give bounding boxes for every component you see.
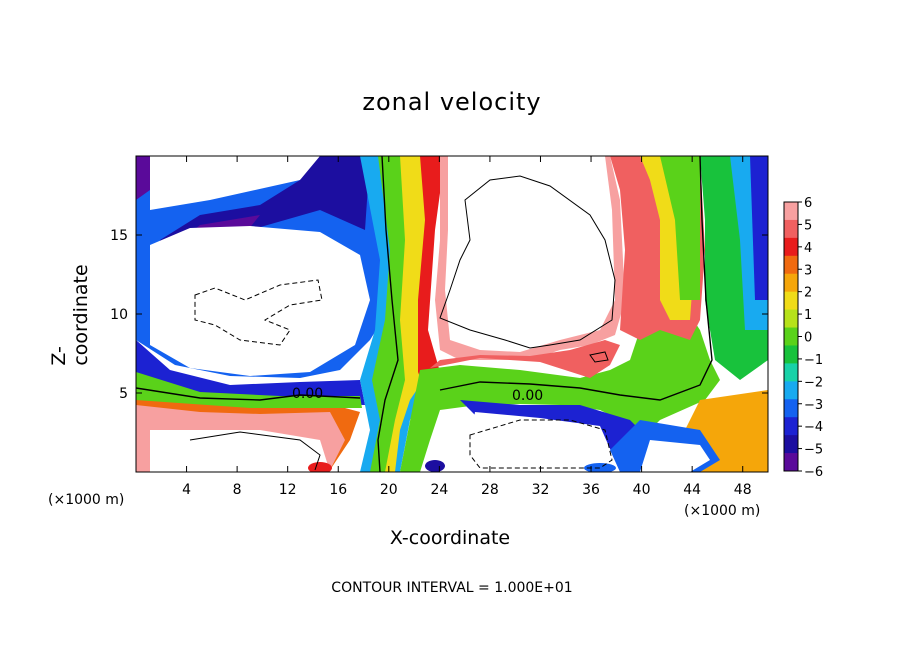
colorbar-swatch: [784, 453, 798, 472]
colorbar-swatch: [784, 237, 798, 257]
colorbar-swatch: [784, 327, 798, 346]
colorbar-tick-label: −3: [804, 398, 823, 413]
x-unit-label-left: (×1000 m): [48, 492, 125, 508]
x-tick-label: 44: [683, 482, 701, 498]
x-tick-label: 24: [430, 482, 448, 498]
colorbar-tick-label: −5: [804, 443, 823, 458]
colorbar-swatch: [784, 435, 798, 454]
y-axis: 5 10 15: [110, 228, 768, 402]
y-tick-label: 10: [110, 307, 128, 323]
colorbar-tick-label: −1: [804, 353, 823, 368]
contour-label-1: 0.00: [292, 386, 323, 402]
x-unit-label-right: (×1000 m): [684, 503, 761, 519]
colorbar-tick-label: 5: [804, 218, 812, 233]
chart-title: zonal velocity: [362, 88, 542, 116]
contour-lines: [136, 156, 713, 472]
colorbar-swatch: [784, 255, 798, 275]
colorbar-tick-label: 0: [804, 331, 812, 346]
colorbar-swatch: [784, 363, 798, 382]
colorbar-swatch: [784, 381, 798, 400]
x-tick-label: 20: [380, 482, 398, 498]
x-tick-label: 32: [532, 482, 550, 498]
x-axis: 4 8 12 16 20 24 28 32 36 40 44 48: [182, 156, 752, 498]
heatmap-field: [136, 156, 768, 472]
y-tick-label: 5: [119, 386, 128, 402]
colorbar-swatch: [784, 202, 798, 221]
colorbar-tick-label: −4: [804, 420, 823, 435]
x-axis-label: X-coordinate: [389, 527, 511, 549]
colorbar-tick-label: −6: [804, 465, 823, 480]
colorbar-swatch: [784, 219, 798, 239]
colorbar-swatch: [784, 417, 798, 436]
x-tick-label: 48: [734, 482, 752, 498]
colorbar-swatch: [784, 345, 798, 364]
contour-interval-note: CONTOUR INTERVAL = 1.000E+01: [331, 580, 573, 596]
colorbar-tick-label: 4: [804, 241, 812, 256]
colorbar-tick-label: 3: [804, 263, 812, 278]
colorbar-swatch: [784, 273, 798, 293]
x-tick-label: 16: [329, 482, 347, 498]
colorbar-tick-label: 6: [804, 196, 812, 211]
colorbar-tick-label: −2: [804, 375, 823, 390]
x-tick-label: 40: [633, 482, 651, 498]
x-tick-label: 4: [182, 482, 191, 498]
x-tick-label: 12: [279, 482, 297, 498]
colorbar: 6 5 4 3 2 1 0 −1 −2 −3 −4 −5 −6: [783, 196, 823, 480]
colorbar-swatch: [784, 291, 798, 311]
contour-label-2: 0.00: [512, 388, 543, 404]
x-tick-label: 8: [233, 482, 242, 498]
x-tick-label: 36: [582, 482, 600, 498]
colorbar-tick-label: 1: [804, 308, 812, 323]
x-tick-label: 28: [481, 482, 499, 498]
y-tick-label: 15: [110, 228, 128, 244]
y-axis-label: Z-coordinate: [48, 264, 92, 366]
colorbar-tick-label: 2: [804, 286, 812, 301]
colorbar-swatch: [784, 399, 798, 418]
colorbar-swatch: [784, 309, 798, 329]
